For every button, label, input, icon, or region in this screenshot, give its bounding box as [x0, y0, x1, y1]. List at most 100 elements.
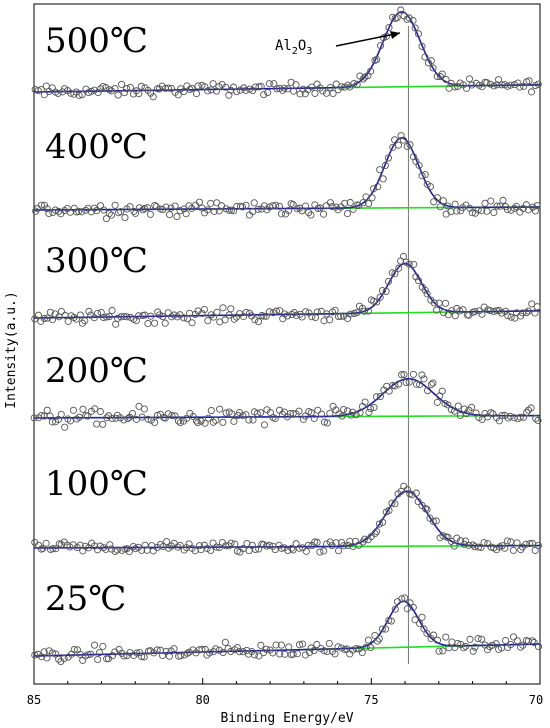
data-point — [465, 75, 474, 83]
data-point — [411, 616, 419, 624]
data-point — [353, 309, 361, 317]
data-point — [522, 540, 530, 548]
data-point — [350, 79, 358, 88]
data-point — [480, 539, 488, 547]
data-point — [388, 499, 396, 507]
data-point — [498, 411, 506, 420]
data-point — [359, 199, 367, 207]
data-point — [43, 205, 51, 213]
data-point — [111, 201, 119, 209]
data-point — [334, 643, 342, 651]
data-point — [94, 88, 102, 96]
data-point — [534, 643, 543, 651]
y-axis-title: Intensity(a.u.) — [4, 291, 19, 408]
data-point — [96, 407, 104, 416]
data-point — [373, 298, 381, 306]
data-point — [276, 307, 284, 315]
data-point — [204, 414, 212, 422]
x-axis-title: Binding Energy/eV — [220, 711, 353, 726]
data-point — [39, 544, 47, 552]
series-label: 500℃ — [45, 21, 148, 61]
data-point — [151, 201, 159, 209]
data-point — [320, 418, 328, 426]
data-point — [299, 85, 307, 93]
data-point — [523, 408, 531, 416]
data-point — [520, 413, 528, 421]
data-point — [54, 89, 62, 97]
data-point — [497, 309, 506, 317]
data-point — [418, 371, 426, 379]
data-point — [230, 417, 238, 425]
data-point — [90, 204, 98, 212]
data-point — [149, 93, 157, 101]
data-point — [292, 81, 300, 89]
data-point — [365, 200, 373, 208]
data-point — [105, 313, 113, 321]
data-point — [439, 647, 447, 655]
data-point — [277, 210, 286, 218]
data-point — [265, 80, 273, 88]
data-point — [397, 132, 405, 140]
data-point — [394, 141, 403, 149]
data-point — [221, 638, 229, 646]
data-point — [207, 311, 215, 319]
data-point — [120, 652, 128, 660]
series-label: 200℃ — [45, 351, 148, 391]
annotation-arrowhead — [390, 31, 400, 39]
data-point — [31, 651, 39, 659]
data-point — [430, 631, 438, 639]
data-point — [207, 86, 215, 94]
data-point — [135, 204, 143, 212]
data-point — [236, 86, 244, 94]
data-point — [527, 404, 535, 412]
data-point — [506, 412, 514, 420]
data-point — [257, 409, 265, 417]
data-point — [507, 313, 515, 321]
data-point — [40, 412, 48, 420]
data-point — [210, 313, 218, 321]
data-point — [176, 207, 184, 215]
data-point — [310, 647, 318, 655]
data-point — [517, 643, 525, 651]
data-point — [111, 84, 119, 93]
data-point — [76, 541, 84, 549]
data-point — [326, 83, 334, 92]
data-point — [227, 647, 235, 656]
data-point — [367, 405, 375, 413]
data-point — [308, 313, 316, 321]
data-point — [433, 398, 441, 406]
data-point — [102, 83, 110, 92]
data-point — [340, 542, 348, 550]
data-point — [299, 544, 307, 552]
data-point — [170, 645, 178, 653]
data-point — [192, 90, 201, 98]
data-point — [416, 619, 424, 628]
data-point — [433, 306, 441, 314]
data-point — [335, 547, 343, 555]
data-point — [43, 406, 51, 414]
data-point — [243, 646, 251, 654]
data-point — [153, 646, 161, 654]
data-point — [219, 418, 227, 426]
data-point — [507, 81, 515, 89]
data-point — [367, 644, 375, 652]
data-point — [402, 378, 410, 387]
data-point — [123, 313, 131, 321]
data-point — [305, 648, 314, 657]
data-point — [349, 205, 357, 213]
data-point — [359, 75, 367, 83]
data-point — [310, 414, 318, 423]
data-point — [320, 317, 328, 325]
data-point — [209, 80, 217, 88]
data-point — [331, 650, 339, 658]
data-point — [40, 648, 48, 656]
data-point — [93, 207, 101, 215]
data-point — [528, 300, 536, 308]
data-point — [289, 650, 297, 658]
data-point — [233, 202, 241, 210]
data-point — [304, 541, 312, 549]
data-point — [483, 207, 491, 215]
data-point — [45, 209, 53, 218]
data-point — [147, 89, 155, 97]
data-point — [257, 641, 265, 649]
